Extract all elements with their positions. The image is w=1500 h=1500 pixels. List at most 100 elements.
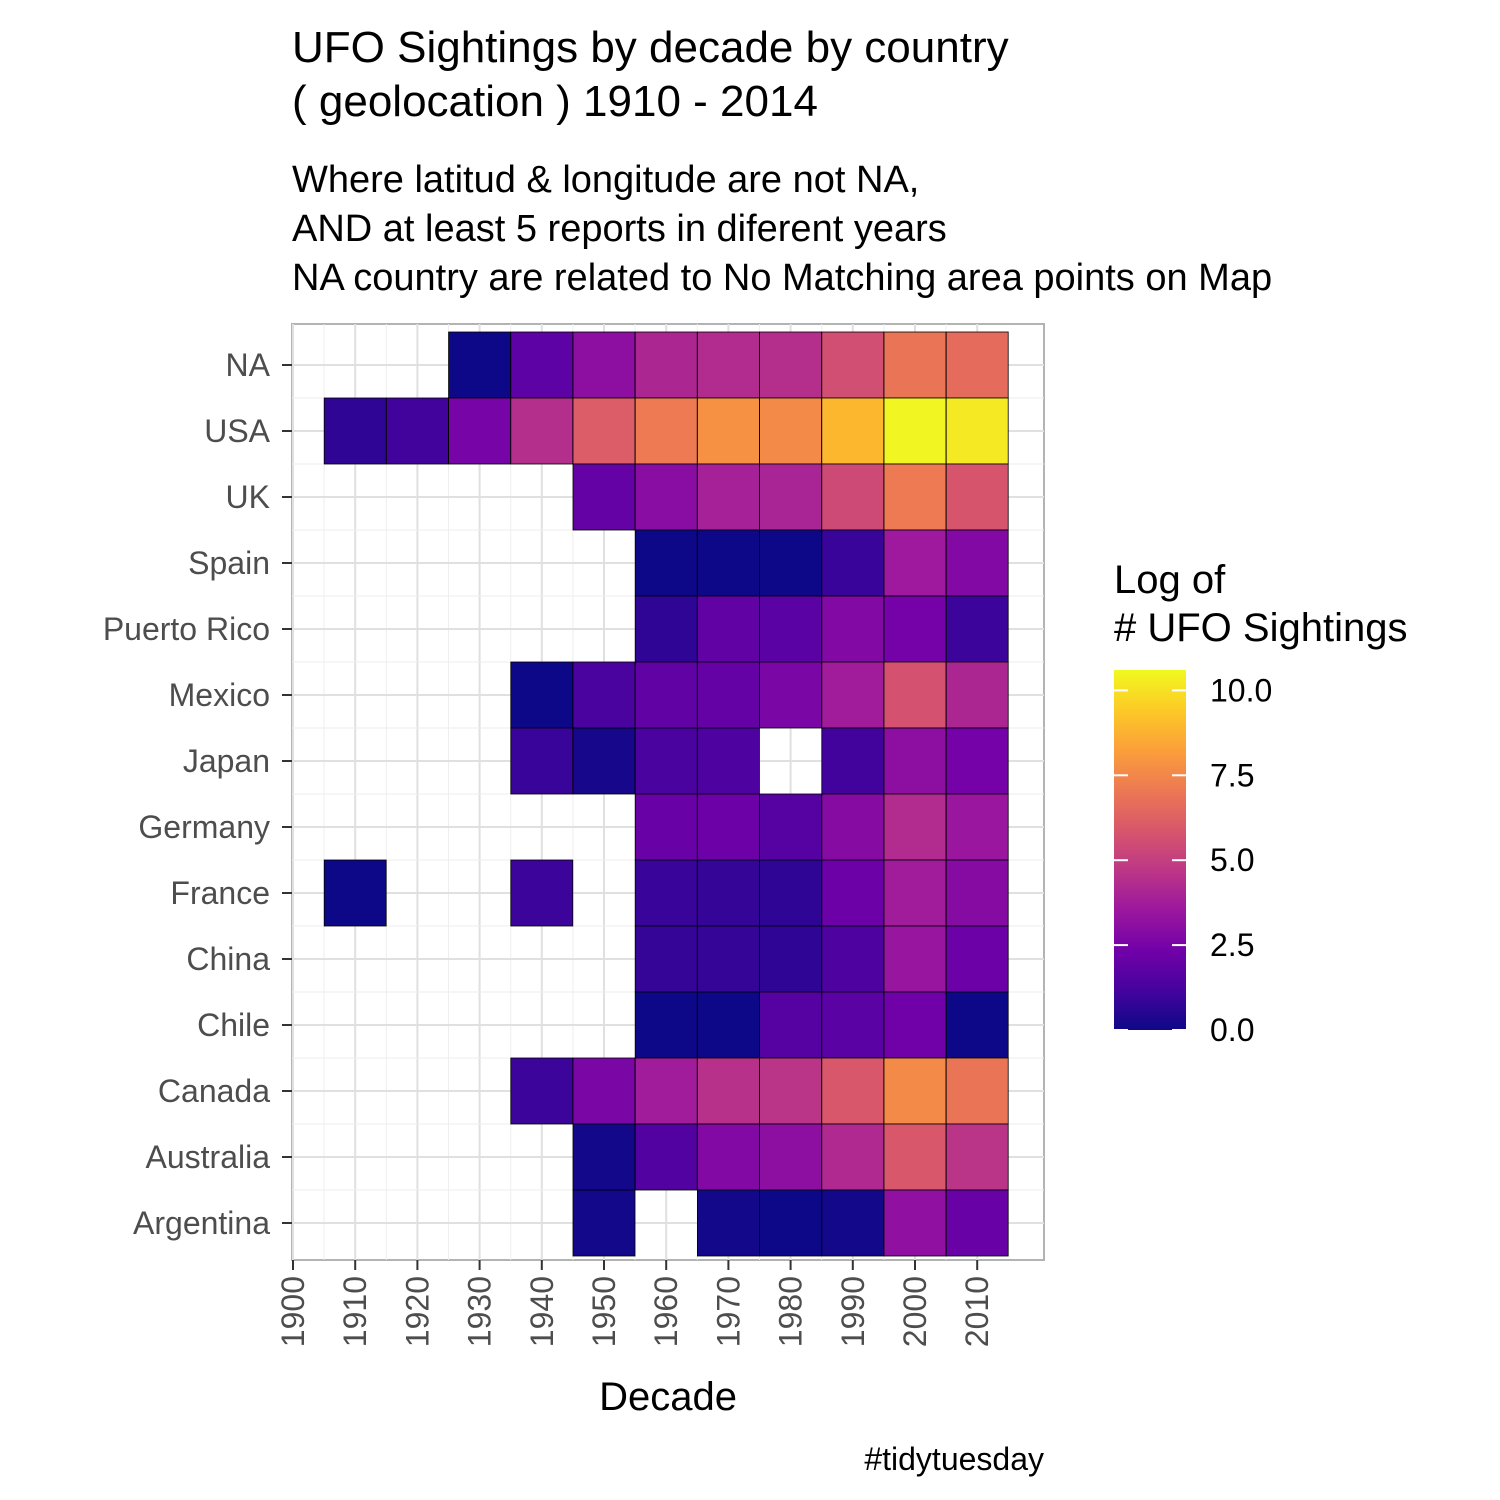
heatmap-cell xyxy=(697,991,760,1059)
heatmap-cell xyxy=(759,793,822,861)
heatmap-cell xyxy=(634,1057,698,1125)
chart-title-line: UFO Sightings by decade by country xyxy=(292,23,1009,72)
y-tick-label: USA xyxy=(204,413,270,449)
heatmap-cell xyxy=(634,1123,698,1191)
y-tick-label: China xyxy=(186,941,270,977)
heatmap-cell xyxy=(883,727,947,795)
heatmap-cell xyxy=(759,661,822,729)
y-tick-label: Spain xyxy=(188,545,270,581)
heatmap-cell xyxy=(510,1057,574,1125)
heatmap-cell xyxy=(697,793,760,861)
heatmap-cell xyxy=(634,925,698,993)
legend-tick-label: 7.5 xyxy=(1210,757,1254,793)
heatmap-cell xyxy=(634,463,698,531)
x-tick-label: 1920 xyxy=(399,1276,435,1347)
x-tick-label: 2010 xyxy=(959,1276,995,1347)
heatmap-cell xyxy=(759,331,822,399)
y-axis: NA USA UK Spain Puerto Rico Mexico Japan German… xyxy=(103,347,292,1241)
y-tick-label: Australia xyxy=(146,1139,271,1175)
heatmap-cell xyxy=(945,925,1009,993)
heatmap-cell xyxy=(821,529,885,597)
legend-title-line: # UFO Sightings xyxy=(1114,606,1407,650)
y-tick-label: France xyxy=(170,875,270,911)
x-tick-label: 1910 xyxy=(337,1276,373,1347)
y-tick-label: Puerto Rico xyxy=(103,611,270,647)
heatmap-cell xyxy=(697,1189,760,1257)
heatmap-cell xyxy=(883,529,947,597)
heatmap-cell xyxy=(572,1123,636,1191)
heatmap-cell xyxy=(448,331,512,399)
heatmap-cell xyxy=(510,859,574,927)
heatmap-cell xyxy=(821,925,885,993)
heatmap-cell xyxy=(945,661,1009,729)
heatmap-cell xyxy=(572,1189,636,1257)
heatmap-cell xyxy=(510,331,574,399)
heatmap-cell xyxy=(821,1057,885,1125)
heatmap-cell xyxy=(572,1057,636,1125)
legend-colorbar xyxy=(1114,670,1186,1030)
color-legend: Log of# UFO Sightings 0.0 2.5 5.0 7.5 10.0 xyxy=(1114,558,1407,1048)
heatmap-cell xyxy=(945,595,1009,663)
x-tick-label: 1990 xyxy=(835,1276,871,1347)
heatmap-cell xyxy=(883,859,947,927)
heatmap-cell xyxy=(759,925,822,993)
y-tick-label: NA xyxy=(226,347,271,383)
caption: #tidytuesday xyxy=(864,1441,1044,1477)
heatmap-cell xyxy=(759,1189,822,1257)
heatmap-cell xyxy=(821,595,885,663)
heatmap-cell xyxy=(759,595,822,663)
heatmap-cell xyxy=(759,1123,822,1191)
heatmap-cell xyxy=(510,397,574,465)
x-tick-label: 1980 xyxy=(773,1276,809,1347)
heatmap-cell xyxy=(634,529,698,597)
x-tick-label: 1970 xyxy=(710,1276,746,1347)
heatmap-cell xyxy=(945,463,1009,531)
heatmap-cell xyxy=(821,1189,885,1257)
heatmap-cell xyxy=(759,397,822,465)
heatmap-cell xyxy=(883,925,947,993)
heatmap-cell xyxy=(634,331,698,399)
y-tick-label: Japan xyxy=(183,743,270,779)
heatmap-cell xyxy=(634,859,698,927)
legend-tick-label: 10.0 xyxy=(1210,672,1272,708)
heatmap-cell xyxy=(323,859,387,927)
chart-title-line: ( geolocation ) 1910 - 2014 xyxy=(292,77,818,126)
heatmap-cell xyxy=(697,727,760,795)
x-tick-label: 1940 xyxy=(524,1276,560,1347)
heatmap-cell xyxy=(821,859,885,927)
heatmap-cell xyxy=(945,991,1009,1059)
heatmap-cell xyxy=(821,463,885,531)
heatmap-cell xyxy=(945,793,1009,861)
heatmap-cell xyxy=(448,397,512,465)
legend-title-line: Log of xyxy=(1114,558,1226,602)
heatmap-cell xyxy=(821,727,885,795)
heatmap-cells xyxy=(323,331,1009,1257)
x-tick-label: 1960 xyxy=(648,1276,684,1347)
y-tick-label: Chile xyxy=(197,1007,270,1043)
heatmap-cell xyxy=(634,727,698,795)
chart-subtitle-line: NA country are related to No Matching ar… xyxy=(292,257,1272,299)
x-axis-title: Decade xyxy=(599,1375,737,1419)
heatmap-cell xyxy=(821,661,885,729)
heatmap-cell xyxy=(759,991,822,1059)
heatmap-cell xyxy=(697,859,760,927)
heatmap-cell xyxy=(759,529,822,597)
heatmap-cell xyxy=(821,397,885,465)
y-tick-label: Germany xyxy=(138,809,270,845)
heatmap-cell xyxy=(634,793,698,861)
heatmap-cell xyxy=(821,1123,885,1191)
x-tick-label: 1930 xyxy=(462,1276,498,1347)
heatmap-cell xyxy=(821,793,885,861)
heatmap-cell xyxy=(634,661,698,729)
y-tick-label: Argentina xyxy=(133,1205,270,1241)
legend-tick-label: 2.5 xyxy=(1210,927,1254,963)
heatmap-cell xyxy=(883,397,947,465)
heatmap-cell xyxy=(697,1057,760,1125)
heatmap-cell xyxy=(697,1123,760,1191)
heatmap-cell xyxy=(510,661,574,729)
heatmap-cell xyxy=(510,727,574,795)
heatmap-cell xyxy=(759,463,822,531)
heatmap-cell xyxy=(697,463,760,531)
heatmap-cell xyxy=(883,1189,947,1257)
heatmap-cell xyxy=(385,397,449,465)
